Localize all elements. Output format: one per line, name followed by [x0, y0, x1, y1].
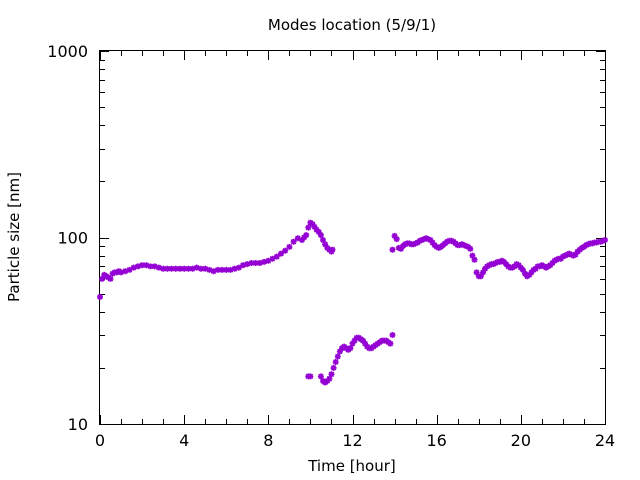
data-point: [330, 364, 337, 371]
x-tick-label: 12: [342, 431, 362, 450]
data-point: [328, 371, 335, 378]
data-point: [322, 241, 329, 248]
data-point: [130, 264, 137, 271]
x-axis-label: Time [hour]: [307, 457, 396, 475]
x-tick-labels: 0 4 8 12 16 20 24: [95, 431, 615, 450]
data-point: [147, 263, 154, 270]
chart-title: Modes location (5/9/1): [268, 16, 436, 34]
data-point: [602, 237, 608, 243]
x-tick-label: 16: [426, 431, 446, 450]
data-point: [155, 264, 162, 271]
data-point: [332, 359, 339, 365]
data-point: [471, 256, 478, 263]
data-points: [97, 219, 608, 386]
data-point: [480, 269, 486, 276]
data-point: [294, 235, 301, 242]
data-point: [143, 262, 150, 269]
y-tick-labels: 10 100 1000: [47, 42, 88, 434]
data-point: [235, 264, 242, 271]
data-point: [261, 258, 268, 265]
y-axis-label: Particle size [nm]: [5, 172, 23, 302]
data-point: [469, 252, 476, 259]
data-point: [151, 263, 158, 270]
data-point: [139, 262, 146, 269]
data-point: [393, 236, 400, 243]
data-point: [273, 253, 280, 260]
data-point: [320, 237, 326, 243]
data-point: [519, 266, 526, 273]
data-point: [97, 293, 103, 300]
data-point: [99, 275, 106, 282]
data-point: [282, 247, 289, 254]
data-point: [317, 373, 324, 380]
data-point: [202, 265, 209, 272]
data-point: [198, 265, 204, 272]
data-point: [168, 265, 175, 272]
data-point: [265, 257, 272, 264]
data-point: [269, 255, 276, 262]
data-point: [244, 261, 251, 268]
data-point: [126, 266, 133, 273]
data-point: [290, 238, 297, 245]
data-point: [206, 266, 213, 273]
x-tick-label: 8: [263, 431, 273, 450]
data-point: [185, 265, 192, 272]
data-point: [334, 353, 341, 360]
plot-frame: [99, 50, 606, 425]
data-point: [240, 262, 247, 269]
data-point: [219, 266, 225, 273]
y-tick-label: 100: [57, 229, 88, 248]
data-point: [193, 264, 200, 271]
data-point: [164, 265, 171, 272]
data-point: [118, 269, 124, 276]
data-point: [477, 273, 484, 280]
data-point: [122, 268, 129, 275]
x-tick-label: 20: [511, 431, 531, 450]
data-point: [223, 266, 230, 273]
data-point: [248, 260, 255, 266]
data-point: [303, 232, 310, 239]
data-point: [227, 266, 234, 273]
data-point: [134, 263, 141, 270]
data-point: [256, 260, 263, 266]
data-point: [317, 232, 324, 239]
data-point: [347, 345, 354, 352]
y-tick-label: 10: [68, 415, 88, 434]
data-point: [286, 243, 293, 250]
data-point: [389, 246, 396, 253]
x-tick-label: 0: [95, 431, 105, 450]
data-point: [172, 265, 179, 272]
data-point: [177, 265, 183, 272]
data-point: [214, 266, 221, 273]
data-point: [210, 268, 217, 275]
x-tick-label: 24: [595, 431, 615, 450]
data-point: [473, 269, 480, 276]
data-point: [305, 224, 312, 231]
data-point: [389, 332, 396, 338]
data-point: [189, 265, 196, 272]
data-point: [329, 246, 336, 253]
data-point: [252, 260, 259, 266]
data-point: [326, 375, 333, 382]
data-point: [278, 250, 284, 257]
data-point: [160, 265, 167, 272]
data-point: [467, 245, 474, 252]
data-point: [307, 373, 314, 380]
data-point: [231, 265, 238, 272]
data-point: [107, 275, 114, 282]
axis-ticks: [100, 51, 606, 425]
x-tick-label: 4: [179, 431, 189, 450]
data-point: [181, 265, 188, 272]
y-tick-label: 1000: [47, 42, 88, 61]
data-point: [387, 340, 394, 347]
